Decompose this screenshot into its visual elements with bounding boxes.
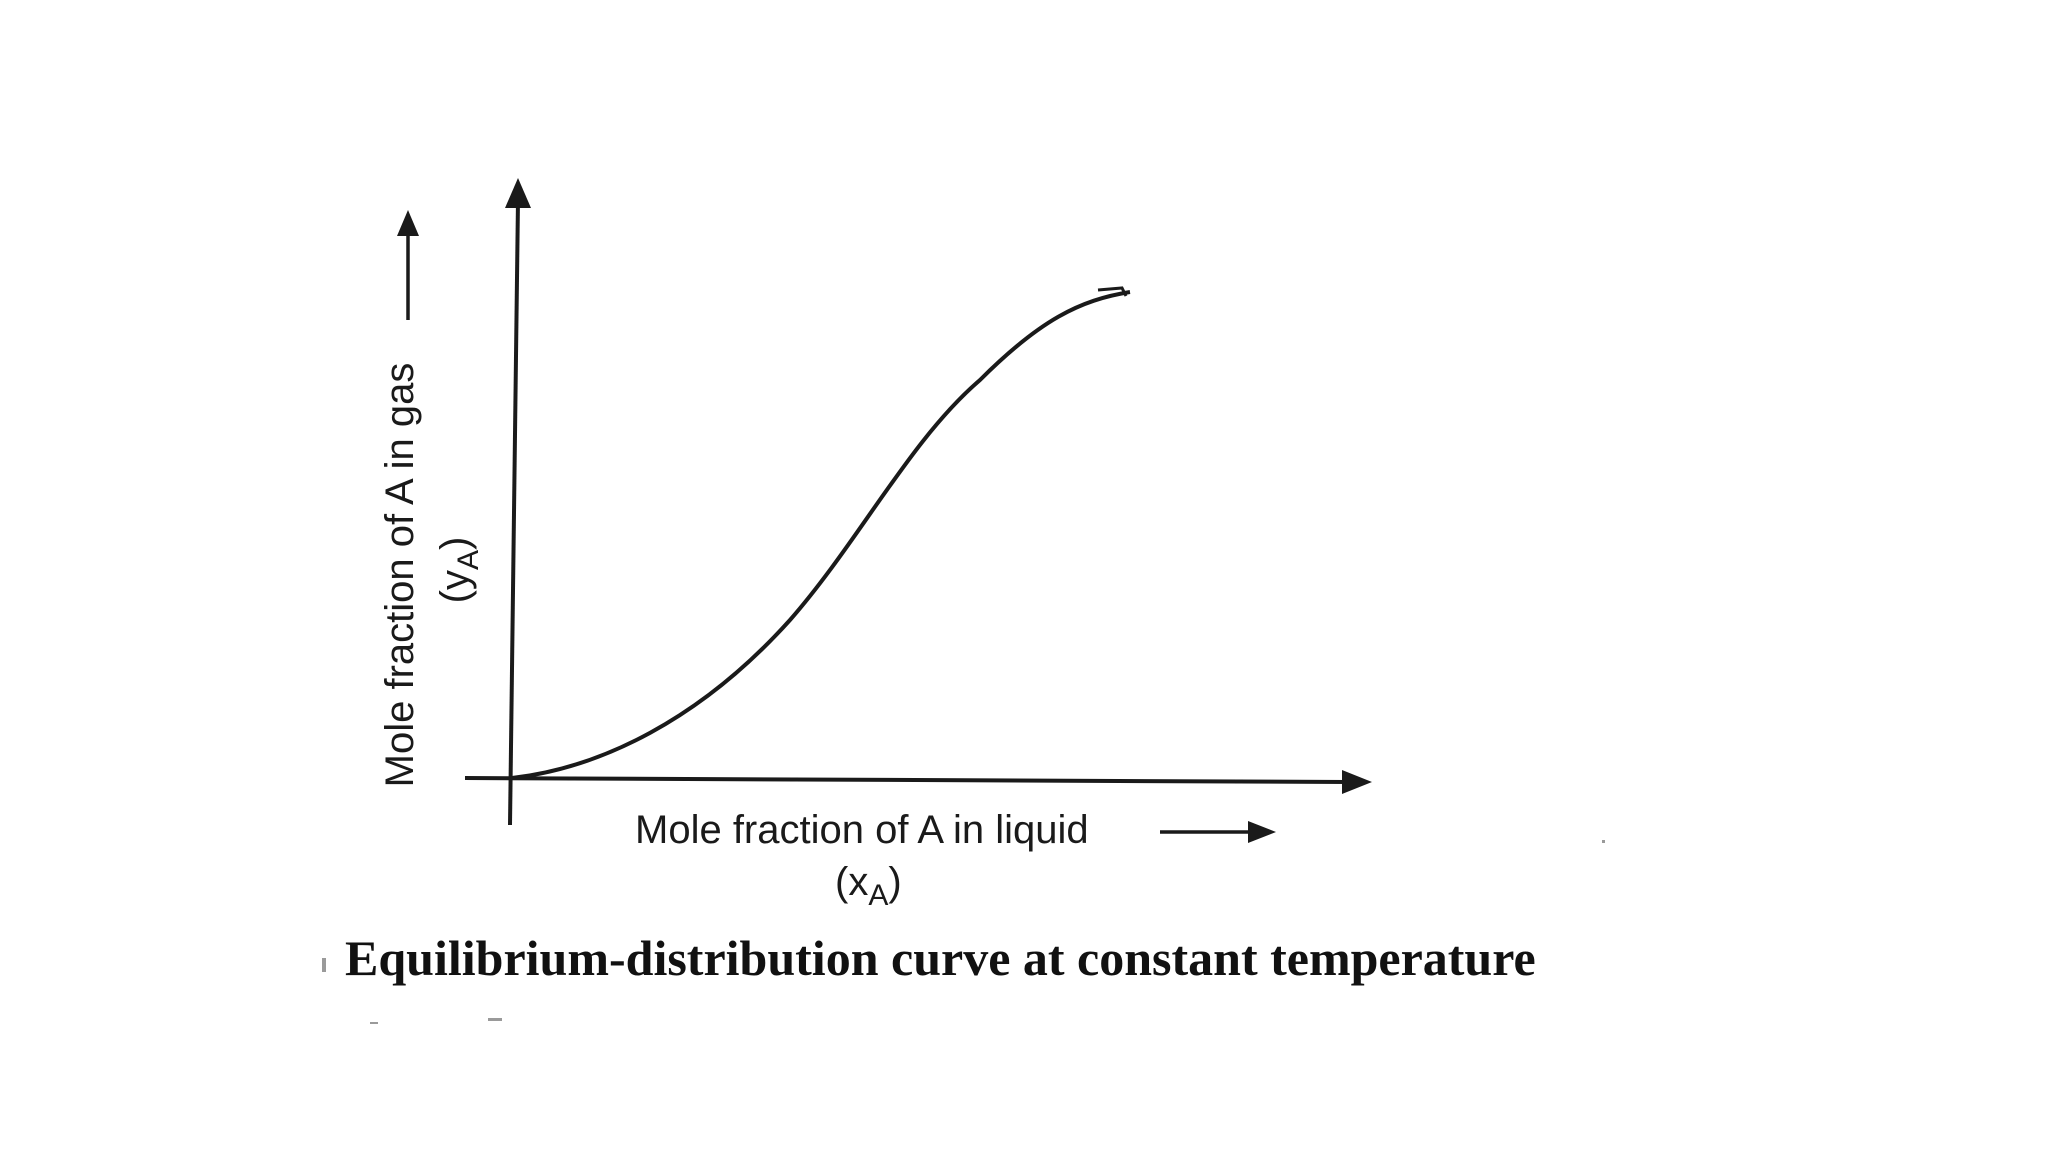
x-axis-label: Mole fraction of A in liquid	[635, 808, 1089, 852]
y-axis-label: Mole fraction of A in gas	[378, 363, 422, 788]
y-axis-symbol: (yA)	[433, 537, 485, 604]
figure-caption: Equilibrium-distribution curve at consta…	[345, 930, 1536, 986]
y-label-arrowhead	[397, 210, 419, 236]
equilibrium-curve	[511, 290, 1131, 780]
scan-speck	[322, 958, 326, 972]
x-axis-arrowhead	[1342, 770, 1372, 794]
y-axis-label-group: Mole fraction of A in gas	[378, 363, 422, 788]
y-axis-line	[508, 199, 520, 826]
x-axis-symbol: (xA)	[835, 860, 902, 912]
scan-speck	[488, 1018, 502, 1021]
y-axis-symbol-group: (yA)	[433, 537, 485, 604]
x-axis-line	[464, 776, 1349, 784]
curve-end-mark	[1097, 286, 1128, 297]
scan-speck	[370, 1022, 378, 1024]
scan-speck	[1602, 840, 1605, 843]
y-axis-arrowhead	[505, 178, 531, 208]
x-label-arrowhead	[1248, 821, 1276, 843]
